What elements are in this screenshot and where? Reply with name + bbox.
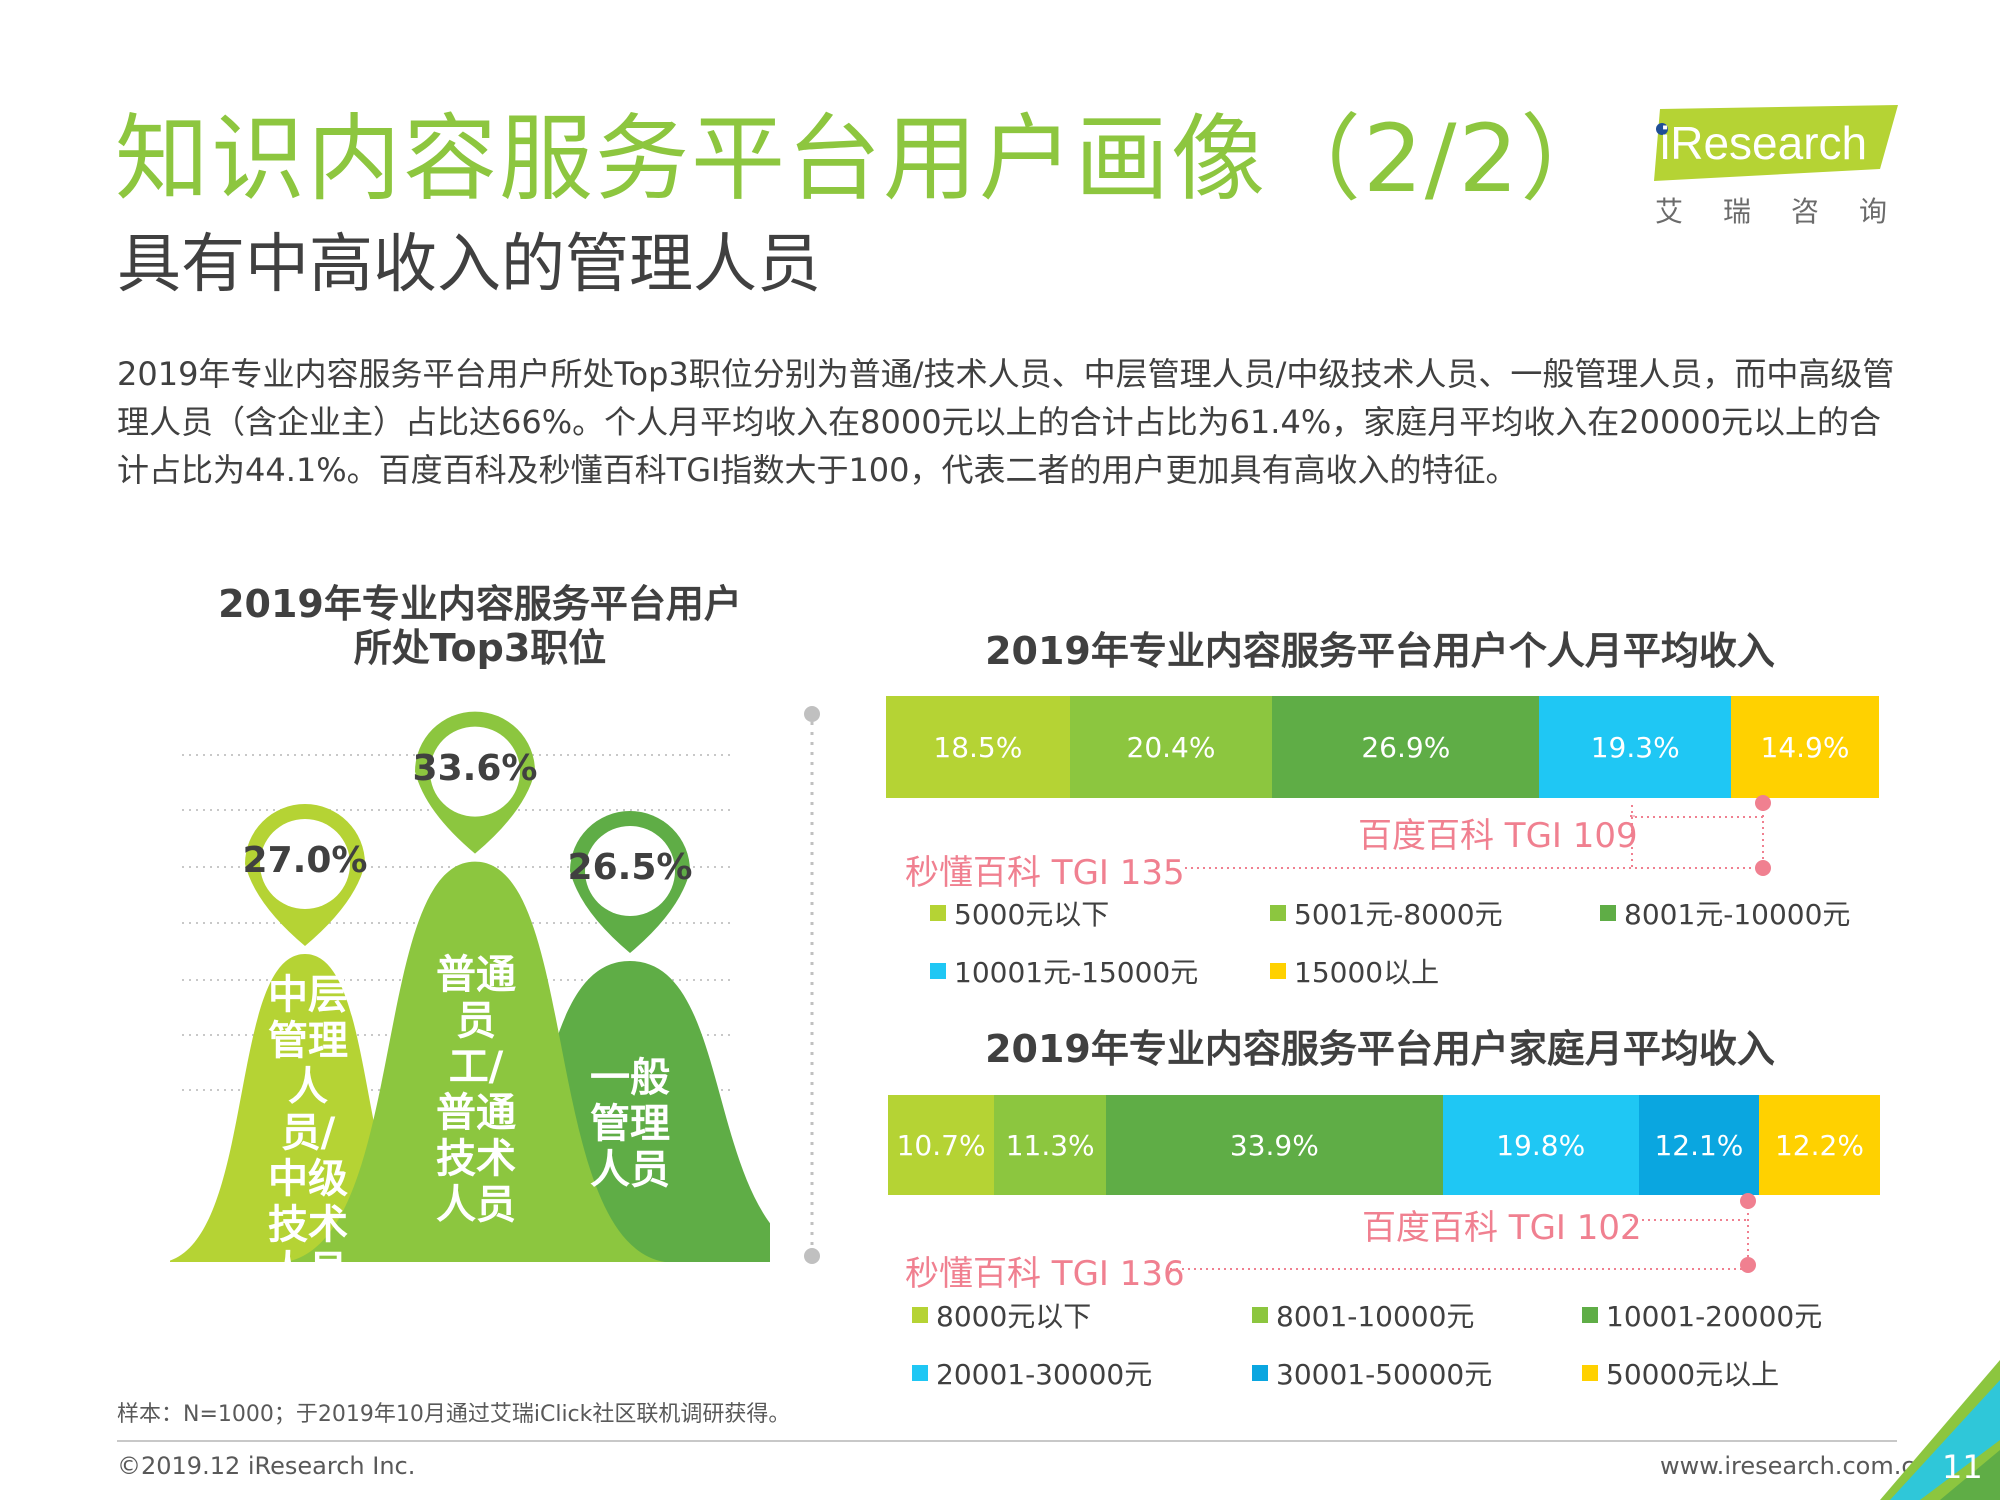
legend-item: 8001-10000元 (1252, 1295, 1582, 1335)
bar-segment: 20.4% (1069, 696, 1273, 798)
legend-swatch (1582, 1365, 1598, 1381)
pin-regular-staff (415, 711, 535, 854)
pin-general-management (570, 811, 690, 953)
positions-chart (170, 711, 770, 1262)
legend-label: 8001元-10000元 (1624, 898, 1851, 931)
bar-segment: 18.5% (886, 696, 1070, 798)
tgi-label-miaodong-household: 秒懂百科 TGI 136 (905, 1254, 1185, 1294)
legend-swatch (1270, 963, 1286, 979)
bar-segment: 19.8% (1442, 1095, 1639, 1195)
personal-income-stacked-bar: 18.5% 20.4% 26.9% 19.3% 14.9% (886, 696, 1879, 798)
website-link[interactable]: www.iresearch.com.cn (1660, 1452, 1930, 1480)
personal-income-legend: 5000元以下 5001元-8000元 8001元-10000元 10001元-150… (930, 893, 1930, 991)
legend-item: 10001-20000元 (1582, 1295, 1912, 1335)
page-title: 知识内容服务平台用户画像（2/2） (115, 105, 1617, 214)
value-label-general-management: 26.5% (567, 847, 693, 888)
pin-center (430, 726, 520, 817)
legend-item: 10001元-15000元 (930, 951, 1270, 991)
category-label-regular-staff: 普通 员工/普通 技术 人员 (436, 952, 516, 1228)
legend-swatch (912, 1307, 928, 1323)
legend-label: 10001元-15000元 (954, 956, 1199, 989)
intro-paragraph: 2019年专业内容服务平台用户所处Top3职位分别为普通/技术人员、中层管理人员… (117, 355, 1895, 489)
legend-item: 8000元以下 (912, 1295, 1252, 1335)
legend-item: 5000元以下 (930, 893, 1270, 933)
vertical-divider (804, 706, 820, 1264)
legend-swatch (1582, 1307, 1598, 1323)
legend-swatch (1252, 1307, 1268, 1323)
legend-swatch (1270, 905, 1286, 921)
page-number: 11 (1942, 1448, 1983, 1486)
legend-label: 50000元以上 (1606, 1358, 1780, 1391)
legend-label: 8000元以下 (936, 1300, 1092, 1333)
sample-note: 样本：N=1000；于2019年10月通过艾瑞iClick社区联机调研获得。 (117, 1402, 791, 1427)
legend-label: 30001-50000元 (1276, 1358, 1493, 1391)
personal-tgi-connectors (1630, 805, 1635, 867)
iresearch-logo (1654, 105, 1898, 181)
legend-label: 5001元-8000元 (1294, 898, 1503, 931)
legend-label: 10001-20000元 (1606, 1300, 1823, 1333)
bar-segment: 26.9% (1272, 696, 1540, 798)
bar-segment: 19.3% (1539, 696, 1732, 798)
bar-segment: 10.7% (888, 1095, 995, 1195)
bar-segment: 12.1% (1638, 1095, 1759, 1195)
household-income-stacked-bar: 10.7% 11.3% 33.9% 19.8% 12.1% 12.2% (888, 1095, 1880, 1195)
positions-chart-title: 2019年专业内容服务平台用户所处Top3职位 (218, 582, 742, 670)
footer-divider (117, 1440, 1897, 1442)
legend-label: 20001-30000元 (936, 1358, 1153, 1391)
category-label-middle-management: 中层 管理 人员/中级 技术 人员 (268, 972, 348, 1294)
peak-regular-staff (285, 861, 665, 1262)
category-label-general-management: 一般 管理 人员 (590, 1055, 670, 1193)
value-label-regular-staff: 33.6% (412, 747, 538, 789)
legend-item: 50000元以上 (1582, 1353, 1912, 1393)
tgi-label-baidu-personal: 百度百科 TGI 109 (1358, 816, 1638, 856)
legend-item: 5001元-8000元 (1270, 893, 1600, 933)
legend-item: 8001元-10000元 (1600, 893, 1930, 933)
legend-label: 5000元以下 (954, 898, 1110, 931)
tgi-label-baidu-household: 百度百科 TGI 102 (1362, 1208, 1642, 1248)
copyright: ©2019.12 iResearch Inc. (117, 1452, 416, 1480)
legend-swatch (930, 963, 946, 979)
household-income-chart-title: 2019年专业内容服务平台用户家庭月平均收入 (985, 1027, 1775, 1071)
household-income-legend: 8000元以下 8001-10000元 10001-20000元 20001-3000… (912, 1295, 1912, 1393)
legend-swatch (1252, 1365, 1268, 1381)
page-corner-decoration (1880, 1360, 2000, 1500)
value-label-middle-management: 27.0% (242, 840, 368, 881)
legend-item: 20001-30000元 (912, 1353, 1252, 1393)
pin-center (585, 826, 675, 916)
legend-item: 15000以上 (1270, 951, 1600, 991)
bar-segment: 14.9% (1731, 696, 1879, 798)
legend-swatch (930, 905, 946, 921)
logo-wordmark: iResearch (1660, 117, 1868, 169)
page-subtitle: 具有中高收入的管理人员 (117, 228, 821, 302)
personal-income-chart-title: 2019年专业内容服务平台用户个人月平均收入 (985, 629, 1775, 673)
bar-segment: 11.3% (994, 1095, 1107, 1195)
logo-chinese-name: 艾瑞咨询 (1655, 195, 1928, 228)
tgi-label-miaodong-personal: 秒懂百科 TGI 135 (905, 853, 1185, 893)
bar-segment: 33.9% (1106, 1095, 1443, 1195)
legend-swatch (912, 1365, 928, 1381)
legend-label: 15000以上 (1294, 956, 1440, 989)
pin-center (260, 819, 350, 909)
pin-middle-management (245, 804, 365, 946)
legend-item: 30001-50000元 (1252, 1353, 1582, 1393)
legend-label: 8001-10000元 (1276, 1300, 1475, 1333)
bar-segment: 12.2% (1758, 1095, 1880, 1195)
legend-swatch (1600, 905, 1616, 921)
